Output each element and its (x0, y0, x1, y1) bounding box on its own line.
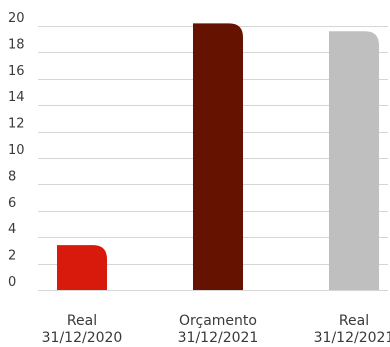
y-tick-label: 12 (8, 117, 25, 132)
y-tick-label: 8 (8, 169, 16, 184)
x-category-label-line1: Real (67, 313, 97, 329)
bar-3 (329, 31, 379, 291)
y-axis-tick-labels: 0 2 4 6 8 10 12 14 16 18 20 (8, 11, 25, 290)
x-category-label: Orçamento 31/12/2021 (178, 313, 259, 346)
y-tick-label: 4 (8, 222, 16, 237)
x-category-label-line1: Orçamento (179, 313, 257, 329)
x-category-label: Real 31/12/2021 (314, 313, 390, 346)
bar-1 (57, 245, 107, 290)
y-tick-label: 18 (8, 37, 25, 52)
bars (57, 23, 379, 291)
x-category-label-line2: 31/12/2021 (314, 330, 390, 346)
y-tick-label: 0 (8, 275, 16, 290)
x-category-label: Real 31/12/2020 (42, 313, 123, 346)
y-tick-label: 14 (8, 90, 25, 105)
x-category-label-line1: Real (339, 313, 369, 329)
y-tick-label: 2 (8, 249, 16, 264)
x-category-label-line2: 31/12/2021 (178, 330, 259, 346)
bar-2 (193, 23, 243, 291)
x-category-label-line2: 31/12/2020 (42, 330, 123, 346)
y-tick-label: 6 (8, 196, 16, 211)
y-tick-label: 20 (8, 11, 25, 26)
y-tick-label: 16 (8, 64, 25, 79)
y-tick-label: 10 (8, 143, 25, 158)
